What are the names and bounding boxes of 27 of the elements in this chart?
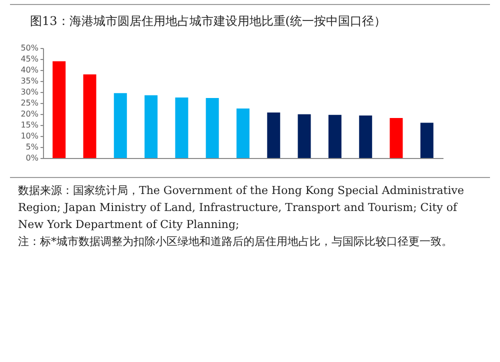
y-tick-label: 5% <box>26 142 39 152</box>
bar <box>83 74 96 158</box>
y-tick-label: 45% <box>20 54 39 64</box>
bar <box>236 108 250 158</box>
y-tick-label: 10% <box>20 132 39 140</box>
y-tick-label: 20% <box>20 110 39 118</box>
bar <box>390 118 403 158</box>
y-tick-label: 50% <box>20 44 39 52</box>
bar <box>114 93 127 158</box>
y-tick-label: 0% <box>26 154 39 162</box>
bar <box>359 116 372 158</box>
source-note: 数据来源：国家统计局，The Government of the Hong Kong Special Administrative Region; Japan Ministry of Land, Infrastructure, Transport and Tourism; City of New York Department of City Planning; <box>18 183 465 233</box>
bar <box>328 114 342 158</box>
y-tick-label: 15% <box>20 120 39 130</box>
y-tick-label: 35% <box>20 76 39 86</box>
text: 注：标*城市数据调整为扣除小区绿地和道路后的居住用地占比，与国际比较口径更一致。 <box>18 234 454 250</box>
bar <box>420 122 434 158</box>
bar <box>52 61 66 158</box>
bar <box>144 95 158 158</box>
bar <box>267 112 280 158</box>
y-tick-label: 30% <box>20 88 39 96</box>
y-tick-label: 25% <box>20 98 39 108</box>
bar <box>298 114 311 158</box>
y-tick-label: 40% <box>20 66 39 74</box>
bar <box>206 98 219 158</box>
bar <box>175 98 188 158</box>
chart-title: 图13：海港城市圆居住用地占城市建设用地比重(统一按中国口径） <box>10 4 490 30</box>
